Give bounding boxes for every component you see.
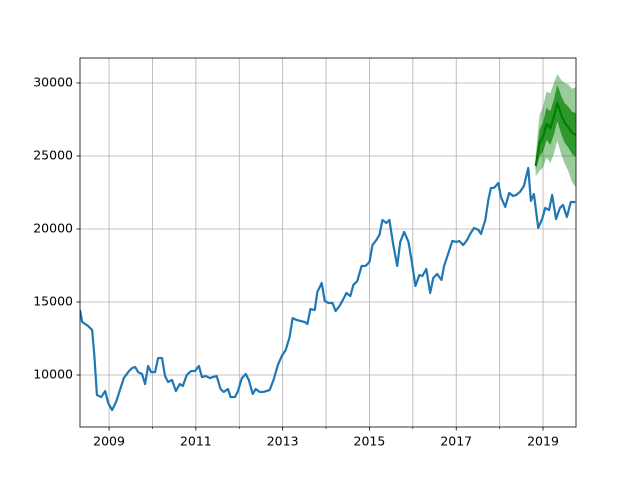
series-line — [80, 166, 576, 412]
y-tick-label: 20000 — [33, 220, 73, 235]
x-tick-label: 2019 — [527, 434, 559, 449]
y-tick-label: 25000 — [33, 147, 73, 162]
series-line — [534, 101, 576, 167]
x-tick-label: 2017 — [440, 434, 472, 449]
axes-frame — [79, 57, 577, 428]
x-tick-label: 2015 — [354, 434, 386, 449]
y-tick-label: 30000 — [33, 74, 73, 89]
x-tick-label: 2011 — [180, 434, 212, 449]
x-tick-label: 2009 — [93, 434, 125, 449]
x-tick-label: 2013 — [267, 434, 299, 449]
y-tick-label: 10000 — [33, 367, 73, 382]
forecast-band — [535, 84, 576, 171]
y-tick-label: 15000 — [33, 294, 73, 309]
forecast-band — [535, 74, 576, 187]
